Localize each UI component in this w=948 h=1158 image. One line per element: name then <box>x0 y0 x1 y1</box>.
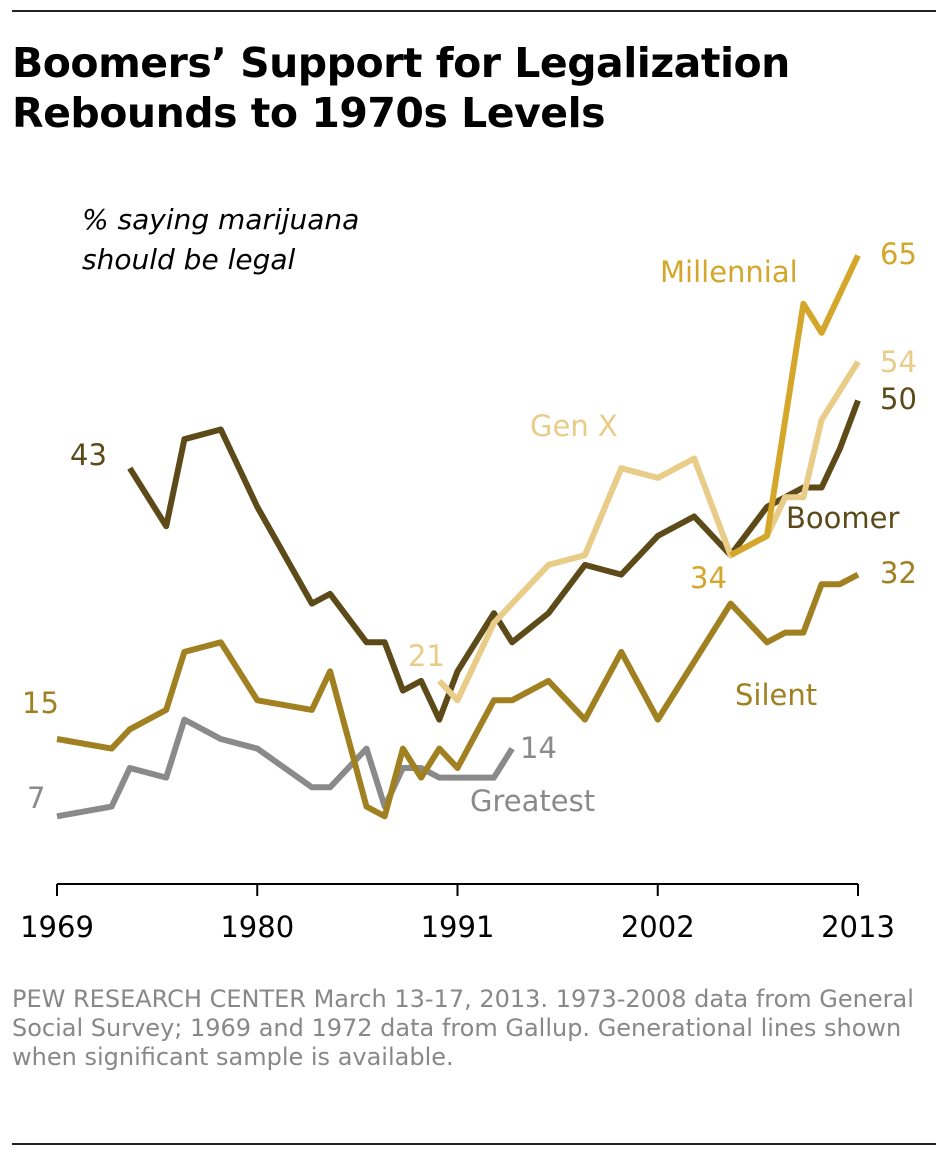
series-label-greatest-end: 14 <box>520 731 557 765</box>
chart-subtitle-line-1: % saying marijuana <box>82 203 360 236</box>
chart-subtitle-line-2: should be legal <box>82 243 296 276</box>
x-tick-label-1991: 1991 <box>421 910 495 944</box>
series-line-silent <box>56 571 860 820</box>
series-label-millennial-name: Millennial <box>660 255 798 289</box>
series-line-millennial <box>729 254 861 558</box>
series-label-greatest-name: Greatest <box>470 784 595 818</box>
series-label-gen-x-end: 54 <box>880 345 917 379</box>
series-label-greatest-start: 7 <box>27 781 45 815</box>
series-labels: 7 14 Greatest 15 32 Silent 43 50 Boomer 21 54 Gen X… <box>22 237 917 818</box>
source-footnote: PEW RESEARCH CENTER March 13-17, 2013. 1… <box>12 985 914 1071</box>
bottom-rule <box>12 1143 936 1145</box>
series-line-gen-x <box>437 360 861 704</box>
chart-title-line-2: Rebounds to 1970s Levels <box>12 89 606 137</box>
series-line-boomer <box>127 399 861 723</box>
series-label-millennial-start: 34 <box>690 561 727 595</box>
x-tick-label-2002: 2002 <box>621 910 695 944</box>
x-axis: 1969 1980 1991 2002 2013 <box>20 883 895 944</box>
chart-subtitle: % saying marijuana should be legal <box>82 200 359 280</box>
top-rule <box>12 10 936 12</box>
series-line-greatest <box>56 716 515 820</box>
x-tick-label-1980: 1980 <box>220 910 294 944</box>
series-label-silent-start: 15 <box>22 686 59 720</box>
chart-title: Boomers’ Support for Legalization Reboun… <box>12 38 936 138</box>
series-label-gen-x-name: Gen X <box>530 409 618 443</box>
series-label-boomer-start: 43 <box>70 438 107 472</box>
chart-title-line-1: Boomers’ Support for Legalization <box>12 39 790 87</box>
series-label-silent-name: Silent <box>735 678 817 712</box>
x-tick-label-2013: 2013 <box>821 910 895 944</box>
series-label-millennial-end: 65 <box>880 237 917 271</box>
series-label-boomer-end: 50 <box>880 382 917 416</box>
series-label-gen-x-start: 21 <box>408 639 445 673</box>
series-label-boomer-name: Boomer <box>786 501 899 535</box>
x-tick-label-1969: 1969 <box>20 910 94 944</box>
series-lines <box>56 254 861 820</box>
series-label-silent-end: 32 <box>880 556 917 590</box>
